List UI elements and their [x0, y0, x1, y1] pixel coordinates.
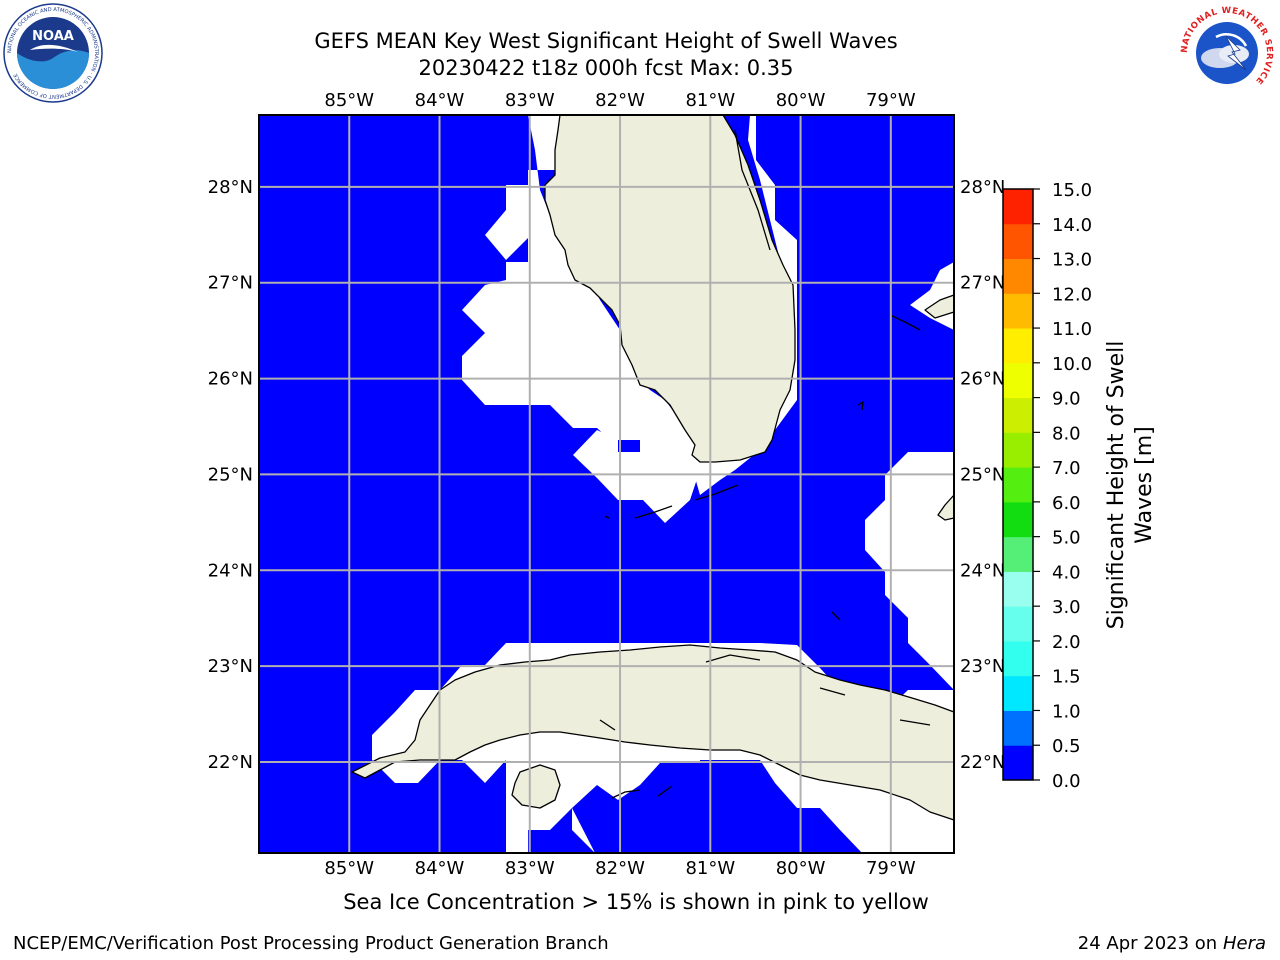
colorbar-tick-label: 8.0 [1052, 423, 1081, 444]
colorbar-tick-label: 13.0 [1052, 250, 1092, 271]
lat-label-right: 26°N [960, 369, 1005, 390]
colorbar-label-line1: Significant Height of Swell [1104, 341, 1129, 630]
colorbar-segment [1003, 432, 1033, 468]
colorbar-tick-label: 9.0 [1052, 389, 1081, 410]
colorbar-ticks: 0.0 0.5 1.0 1.5 2.0 3.0 4.0 5.0 6.0 7.0 8.0 9.0 10.0… [1033, 180, 1092, 792]
colorbar-tick-label: 11.0 [1052, 319, 1092, 340]
lon-label-bottom: 85°W [324, 858, 374, 879]
lat-label-right: 28°N [960, 177, 1005, 198]
cuba-land [351, 644, 955, 821]
lon-label-top: 83°W [505, 90, 555, 111]
svg-text:NOAA: NOAA [32, 29, 74, 44]
colorbar-segment [1003, 640, 1033, 677]
lon-label-top: 79°W [866, 90, 916, 111]
colorbar-tick-label: 4.0 [1052, 562, 1081, 583]
map-title: GEFS MEAN Key West Significant Height of… [314, 29, 898, 53]
lon-label-top: 82°W [595, 90, 645, 111]
colorbar-segment [1003, 606, 1033, 642]
colorbar-tick-label: 10.0 [1052, 354, 1092, 375]
lon-labels-top: 85°W 84°W 83°W 82°W 81°W 80°W 79°W [324, 90, 915, 111]
colorbar-tick-label: 0.5 [1052, 736, 1081, 757]
colorbar-segment [1003, 536, 1033, 572]
map-subtitle: 20230422 t18z 000h fcst Max: 0.35 [418, 56, 794, 80]
colorbar-segment [1003, 675, 1033, 711]
nws-logo: NATIONAL WEATHER SERVICE [1179, 5, 1275, 101]
lat-label-right: 23°N [960, 656, 1005, 677]
footer-date-text: 24 Apr 2023 on [1077, 933, 1218, 954]
lat-label-right: 25°N [960, 464, 1005, 485]
lat-label-left: 25°N [208, 464, 253, 485]
colorbar-segment [1003, 710, 1033, 746]
lon-label-top: 84°W [415, 90, 465, 111]
lon-label-bottom: 79°W [866, 858, 916, 879]
footer-org: NCEP/EMC/Verification Post Processing Pr… [13, 933, 609, 954]
colorbar-frame [1002, 188, 1034, 781]
lat-labels-right: 28°N 27°N 26°N 25°N 24°N 23°N 22°N [960, 177, 1005, 773]
map-frame [258, 114, 955, 854]
florida-land [544, 114, 796, 463]
lat-label-left: 23°N [208, 656, 253, 677]
colorbar-segment [1003, 467, 1033, 503]
lat-label-right: 27°N [960, 273, 1005, 294]
map-panel [258, 114, 955, 854]
colorbar-tick-label: 2.0 [1052, 632, 1081, 653]
lat-label-left: 24°N [208, 560, 253, 581]
land [351, 114, 955, 821]
colorbar-segment [1003, 397, 1033, 433]
colorbar-segment [1003, 571, 1033, 607]
colorbar-tick-label: 15.0 [1052, 180, 1092, 201]
lat-labels-left: 28°N 27°N 26°N 25°N 24°N 23°N 22°N [208, 177, 253, 773]
lon-label-top: 81°W [685, 90, 735, 111]
lon-label-top: 85°W [324, 90, 374, 111]
lon-label-bottom: 81°W [685, 858, 735, 879]
footer-host: Hera [1222, 933, 1266, 954]
colorbar-tick-label: 14.0 [1052, 215, 1092, 236]
lat-label-left: 22°N [208, 752, 253, 773]
lon-label-bottom: 84°W [415, 858, 465, 879]
colorbar-label-line2: Waves [m] [1132, 426, 1157, 543]
colorbar-segment [1003, 745, 1033, 781]
colorbar-segment [1003, 223, 1033, 260]
lat-label-left: 26°N [208, 369, 253, 390]
lon-label-bottom: 80°W [776, 858, 826, 879]
lat-label-right: 24°N [960, 560, 1005, 581]
gridlines [259, 115, 954, 853]
colorbar [1003, 189, 1033, 781]
noaa-logo: NATIONAL OCEANIC AND ATMOSPHERIC ADMINIS… [3, 3, 103, 103]
lon-label-bottom: 82°W [595, 858, 645, 879]
colorbar-segment [1003, 501, 1033, 538]
small-islands [599, 129, 931, 799]
colorbar-tick-label: 0.0 [1052, 771, 1081, 792]
colorbar-segment [1003, 328, 1033, 364]
colorbar-segment [1003, 293, 1033, 329]
colorbar-tick-label: 12.0 [1052, 284, 1092, 305]
colorbar-segment [1003, 362, 1033, 399]
colorbar-tick-label: 1.5 [1052, 667, 1081, 688]
isla-juventud [511, 764, 561, 809]
sea-ice-note: Sea Ice Concentration > 15% is shown in … [343, 890, 929, 914]
colorbar-tick-label: 1.0 [1052, 701, 1081, 722]
colorbar-tick-label: 5.0 [1052, 528, 1081, 549]
lat-label-right: 22°N [960, 752, 1005, 773]
colorbar-tick-label: 7.0 [1052, 458, 1081, 479]
lat-label-left: 27°N [208, 273, 253, 294]
lon-labels-bottom: 85°W 84°W 83°W 82°W 81°W 80°W 79°W [324, 858, 915, 879]
colorbar-segment [1003, 258, 1033, 294]
colorbar-segment [1003, 189, 1033, 225]
colorbar-tick-label: 3.0 [1052, 597, 1081, 618]
colorbar-tick-label: 6.0 [1052, 493, 1081, 514]
lon-label-top: 80°W [776, 90, 826, 111]
lat-label-left: 28°N [208, 177, 253, 198]
lon-label-bottom: 83°W [505, 858, 555, 879]
footer-date: 24 Apr 2023 on Hera [1078, 933, 1266, 954]
